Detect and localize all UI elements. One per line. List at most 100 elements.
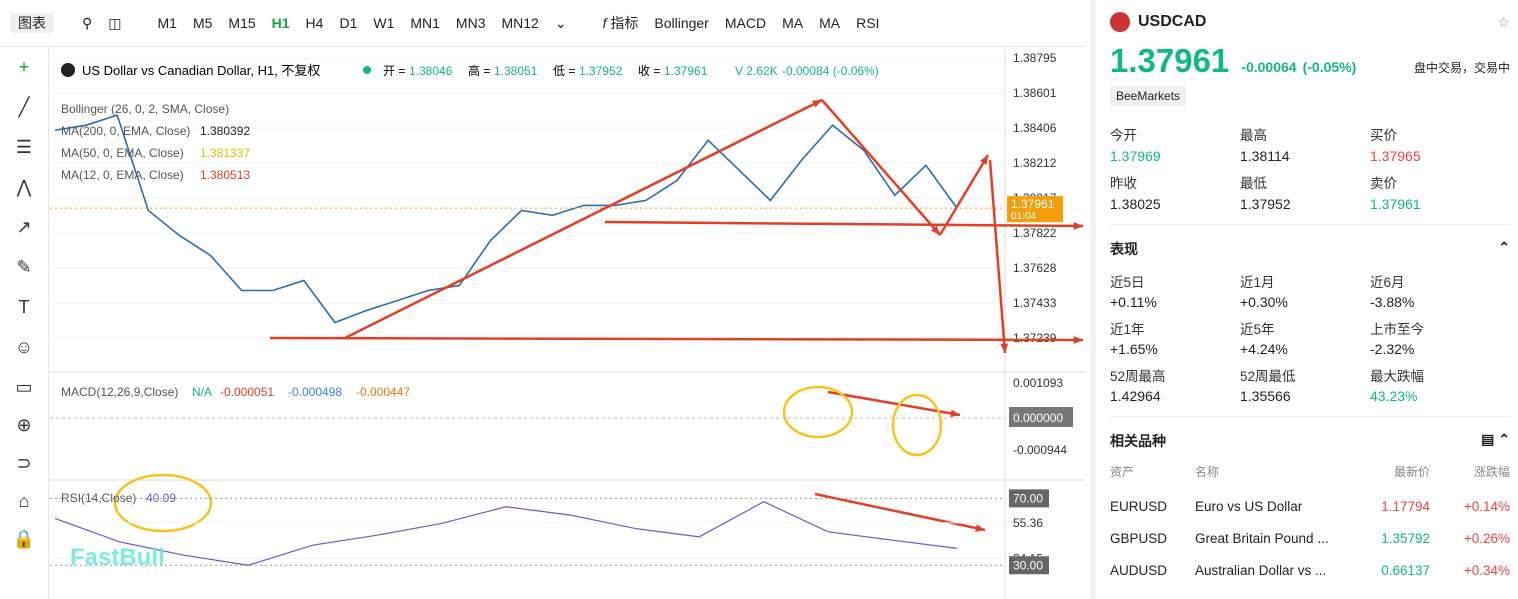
- candle-icon[interactable]: ◫: [108, 14, 122, 31]
- indicator[interactable]: MA: [782, 15, 804, 31]
- timeframe[interactable]: D1: [339, 15, 358, 31]
- ohlc-label: 收 =: [638, 64, 660, 78]
- table-header: 资产 名称 最新价 涨跌幅: [1110, 463, 1510, 490]
- search-icon[interactable]: ⚲: [82, 14, 93, 31]
- tool[interactable]: T: [18, 297, 30, 317]
- status-dot: [363, 66, 371, 74]
- stat-value: 1.38025: [1110, 196, 1161, 212]
- tool[interactable]: ☰: [15, 137, 33, 157]
- tool[interactable]: ⊕: [16, 415, 32, 435]
- dropdown[interactable]: ⌄: [554, 14, 567, 31]
- indicator[interactable]: MACD: [724, 15, 767, 31]
- ohlc-value: 1.37961: [664, 64, 708, 78]
- indicators-menu[interactable]: f 指标: [602, 15, 639, 31]
- indicator[interactable]: MA: [819, 15, 841, 31]
- cell: +0.26%: [1463, 530, 1510, 546]
- header-cell: 名称: [1195, 465, 1220, 479]
- cell: Euro vs US Dollar: [1195, 498, 1303, 514]
- tool[interactable]: +: [18, 57, 30, 77]
- timeframe[interactable]: MN3: [455, 15, 486, 31]
- annotation-line: [344, 98, 823, 340]
- ohlc-value: 1.38051: [494, 64, 538, 78]
- y-tick-label: 30.00: [1013, 558, 1043, 572]
- y-tick-label: 55.36: [1013, 516, 1043, 530]
- cell: 1.35792: [1381, 530, 1430, 546]
- y-tick-label: 1.38795: [1013, 51, 1057, 65]
- tool[interactable]: ⌂: [18, 491, 30, 511]
- stat-label: 昨收: [1110, 176, 1137, 191]
- perf-value: 43.23%: [1370, 388, 1418, 404]
- tool[interactable]: ☺: [14, 337, 34, 357]
- tool[interactable]: ✎: [16, 257, 32, 277]
- perf-value: +0.11%: [1110, 294, 1157, 310]
- perf-value: 1.35566: [1240, 388, 1291, 404]
- price-line: [54, 114, 958, 324]
- overlay-value: 1.380513: [200, 168, 250, 182]
- perf-item: 52周最低 1.35566: [1240, 365, 1370, 404]
- collapse[interactable]: ▤ ⌃: [1481, 431, 1510, 447]
- timeframe[interactable]: MN12: [501, 15, 539, 31]
- y-tick-label: 1.38601: [1013, 86, 1057, 100]
- header-cell: 资产: [1110, 465, 1135, 479]
- stat: 昨收 1.38025: [1110, 172, 1240, 212]
- perf-value: -2.32%: [1370, 341, 1415, 357]
- section-title: 表现 ⌃: [1096, 225, 1518, 271]
- macd-axis-label: 0.000000: [1013, 411, 1063, 425]
- perf-label: 52周最低: [1240, 369, 1296, 384]
- section-title: 相关品种 ▤ ⌃: [1096, 417, 1518, 463]
- perf-label: 近5日: [1110, 275, 1145, 290]
- star[interactable]: ☆: [1497, 13, 1510, 30]
- macd-value: -0.000051: [220, 385, 274, 399]
- collapse[interactable]: ⌃: [1498, 239, 1510, 255]
- timeframe[interactable]: H1: [271, 15, 290, 31]
- perf-label: 近1月: [1240, 275, 1275, 290]
- perf-label: 近5年: [1240, 322, 1275, 337]
- perf-value: +0.30%: [1240, 294, 1288, 310]
- macd-value: -0.000498: [288, 385, 342, 399]
- perf-item: 近5日 +0.11%: [1110, 271, 1240, 310]
- stat-label: 最高: [1240, 128, 1267, 143]
- tool[interactable]: ⋀: [16, 177, 32, 197]
- change: -0.00064: [1241, 59, 1297, 75]
- countdown: 01:04: [1011, 211, 1036, 222]
- perf-label: 近1年: [1110, 322, 1145, 337]
- rsi-tag: [1009, 489, 1049, 508]
- indicator[interactable]: Bollinger: [654, 15, 709, 31]
- annotation-line: [814, 492, 986, 532]
- table-row[interactable]: AUDUSD Australian Dollar vs ... 0.66137 +0.…: [1110, 554, 1510, 586]
- table-row[interactable]: GBPUSD Great Britain Pound ... 1.35792 +0.2…: [1110, 522, 1510, 554]
- timeframe[interactable]: M1: [157, 15, 177, 31]
- rsi-label: RSI(14,Close): [61, 491, 136, 505]
- stat: 卖价 1.37961: [1370, 172, 1500, 212]
- tool[interactable]: ⊃: [16, 453, 32, 473]
- timeframe[interactable]: M5: [192, 15, 213, 31]
- toolbar: 图表 ⚲ ◫ M1 M5 M15 H1 H4 D1 W1 MN1 MN3 MN12 ⌄ f 指标 …: [0, 0, 1085, 47]
- perf-item: 52周最高 1.42964: [1110, 365, 1240, 404]
- timeframe[interactable]: MN1: [410, 15, 440, 31]
- tool[interactable]: 🔒: [12, 529, 36, 549]
- tool[interactable]: ▭: [15, 377, 33, 397]
- chart-menu[interactable]: 图表: [10, 13, 54, 33]
- stat-value: 1.37952: [1240, 196, 1291, 212]
- indicator[interactable]: RSI: [856, 15, 880, 31]
- perf-item: 最大跌幅 43.23%: [1370, 365, 1500, 404]
- timeframe[interactable]: W1: [373, 15, 395, 31]
- cell: AUDUSD: [1110, 562, 1168, 578]
- stat: 今开 1.37969: [1110, 124, 1240, 164]
- stat-value: 1.37969: [1110, 148, 1161, 164]
- timeframe[interactable]: M15: [228, 15, 256, 31]
- annotation-line: [988, 159, 1007, 354]
- table-row[interactable]: EURUSD Euro vs US Dollar 1.17794 +0.14%: [1110, 490, 1510, 522]
- perf-value: +1.65%: [1110, 341, 1158, 357]
- stat: 最低 1.37952: [1240, 172, 1370, 212]
- timeframe[interactable]: H4: [305, 15, 324, 31]
- tool[interactable]: ╱: [18, 97, 30, 117]
- y-tick-label: 1.37822: [1013, 226, 1057, 240]
- macd-zero-tag: [1009, 407, 1073, 427]
- overlay-value: 1.381337: [200, 146, 250, 160]
- tool[interactable]: ↗: [16, 217, 32, 237]
- ohlc-value: 1.38046: [409, 64, 453, 78]
- volume: V 2.62K: [735, 64, 778, 78]
- related-table: 资产 名称 最新价 涨跌幅 EURUSD Euro vs US Dollar 1.17794…: [1096, 463, 1518, 586]
